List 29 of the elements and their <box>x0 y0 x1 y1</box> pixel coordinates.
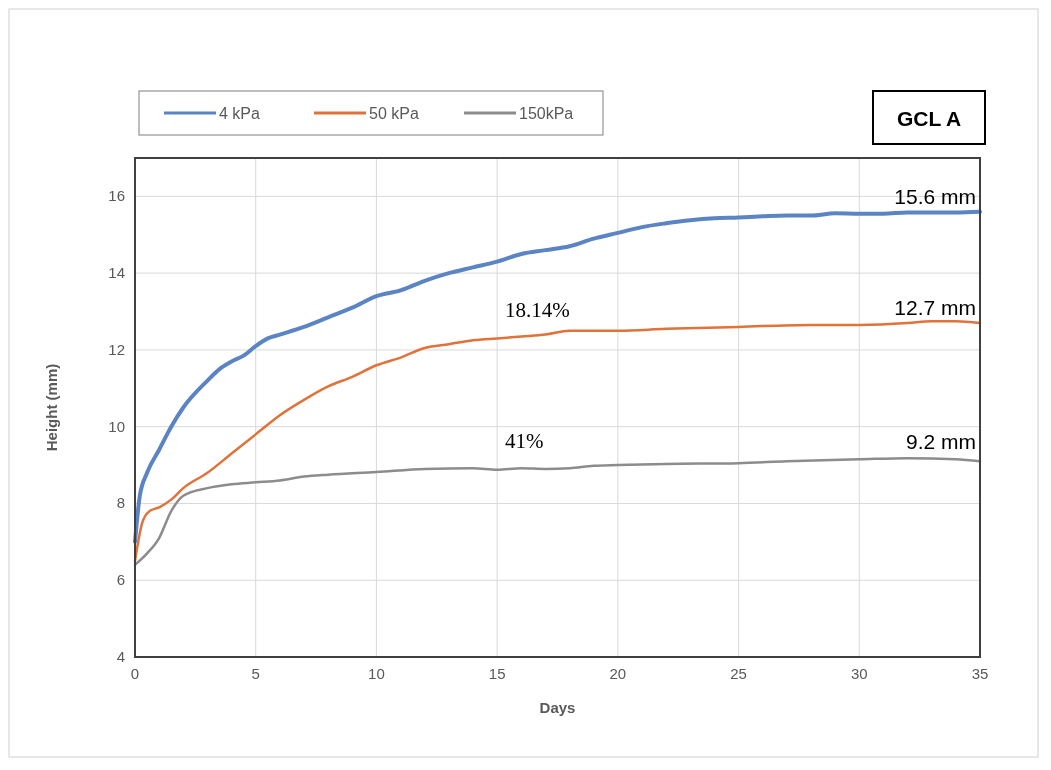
legend-label: 4 kPa <box>219 105 261 122</box>
x-tick-label: 30 <box>850 665 868 682</box>
chart-title: GCL A <box>896 107 962 130</box>
x-tick-label: 15 <box>488 665 506 682</box>
y-axis-title: Height (mm) <box>43 363 60 452</box>
line-series <box>133 319 982 563</box>
x-tick-label: 5 <box>251 665 260 682</box>
annotation: 18.14% <box>505 298 570 322</box>
annotation: 15.6 mm <box>894 184 976 208</box>
annotation: 9.2 mm <box>905 430 976 454</box>
annotation: 12.7 mm <box>894 296 976 320</box>
legend-label: 50 kPa <box>369 105 419 122</box>
x-tick-label: 10 <box>368 665 385 682</box>
y-tick-label: 4 <box>116 648 125 665</box>
y-tick-label: 12 <box>108 340 125 358</box>
y-tick-label: 8 <box>116 494 125 512</box>
x-axis-title: Days <box>539 699 576 716</box>
line-series <box>133 209 982 544</box>
x-tick-label: 25 <box>730 665 747 682</box>
line-series <box>133 456 982 567</box>
y-tick-label: 10 <box>108 417 125 435</box>
legend-label: 150kPa <box>519 105 574 122</box>
x-tick-label: 20 <box>609 665 627 682</box>
x-tick-label: 0 <box>130 665 140 682</box>
annotation: 41% <box>505 429 544 453</box>
y-tick-label: 14 <box>108 264 125 282</box>
y-tick-label: 6 <box>116 571 125 589</box>
y-tick-label: 16 <box>108 187 125 205</box>
x-tick-label: 35 <box>971 665 989 682</box>
